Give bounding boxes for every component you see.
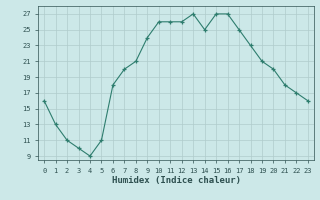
X-axis label: Humidex (Indice chaleur): Humidex (Indice chaleur) [111, 176, 241, 185]
